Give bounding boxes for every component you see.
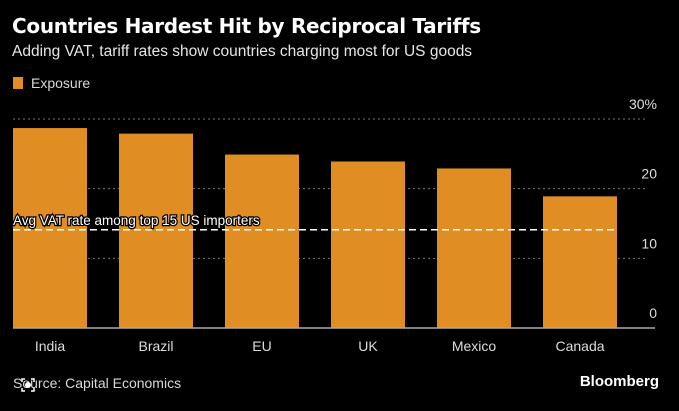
x-category-label: EU (252, 338, 271, 354)
legend-swatch (13, 77, 23, 89)
reference-line-group: Avg VAT rate among top 15 US importers (12, 212, 617, 231)
reference-line-label: Avg VAT rate among top 15 US importers (13, 213, 260, 228)
source-note: Source: Capital Economics (13, 375, 182, 391)
bar-canada (543, 196, 617, 328)
y-tick-label: 10 (641, 235, 657, 251)
legend-label: Exposure (31, 75, 91, 91)
bar-brazil (119, 133, 193, 328)
y-axis-ticks: 0 10 20 30% (629, 96, 657, 321)
x-category-label: India (35, 338, 66, 354)
x-category-label: Mexico (452, 338, 497, 354)
bar-mexico (437, 168, 511, 328)
bloomberg-logo: Bloomberg (579, 373, 659, 390)
bar-eu (225, 154, 299, 328)
y-tick-label: 30% (629, 96, 657, 112)
x-category-label: Canada (555, 338, 604, 354)
legend: Exposure (13, 75, 90, 91)
lens-overlay-icon[interactable] (20, 377, 36, 393)
x-category-label: UK (358, 338, 378, 354)
y-tick-label: 0 (649, 305, 657, 321)
gridlines (13, 118, 645, 259)
x-category-label: Brazil (138, 338, 173, 354)
bars (13, 128, 655, 329)
bar-uk (331, 161, 405, 328)
y-tick-label: 20 (641, 166, 657, 182)
x-axis-categories: India Brazil EU UK Mexico Canada (35, 338, 605, 354)
chart-title: Countries Hardest Hit by Reciprocal Tari… (12, 14, 481, 38)
chart-subtitle: Adding VAT, tariff rates show countries … (12, 43, 473, 60)
bar-india (13, 128, 87, 328)
